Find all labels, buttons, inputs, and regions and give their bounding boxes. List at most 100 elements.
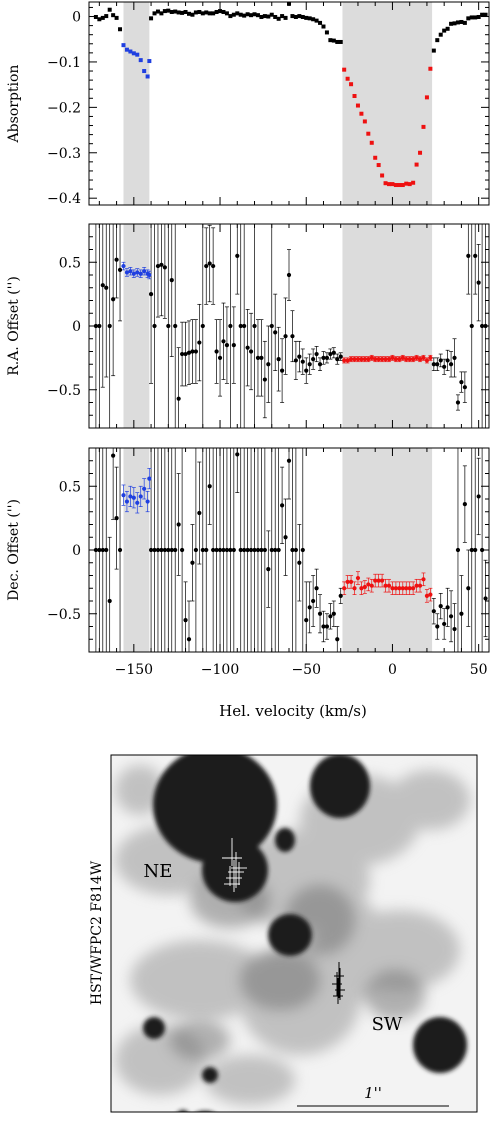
- data-point: [455, 20, 460, 25]
- data-point: [400, 586, 405, 591]
- data-point: [283, 535, 288, 540]
- data-point: [128, 49, 133, 54]
- data-point: [224, 343, 230, 348]
- data-point: [104, 285, 109, 290]
- data-point: [300, 14, 305, 19]
- shaded-region: [342, 224, 433, 428]
- data-point: [469, 323, 474, 329]
- data-point: [404, 357, 409, 362]
- data-point: [114, 15, 119, 20]
- data-point: [231, 343, 236, 348]
- data-point: [445, 26, 450, 31]
- data-point: [452, 355, 457, 360]
- data-point: [100, 547, 105, 553]
- ra-offset-panel: 0.5 0 −0.5 R.A. Offset (''): [6, 223, 490, 429]
- data-point: [235, 452, 240, 457]
- ne-position-crosses: [222, 838, 247, 892]
- data-point: [369, 355, 374, 360]
- data-point: [411, 357, 416, 362]
- data-point: [383, 357, 388, 362]
- data-point: [252, 547, 257, 553]
- data-point: [393, 183, 398, 188]
- data-point: [121, 263, 126, 269]
- data-point: [269, 12, 274, 17]
- data-point: [304, 618, 309, 623]
- data-point: [421, 577, 426, 582]
- data-point: [152, 323, 157, 329]
- data-point: [390, 586, 395, 591]
- data-point: [459, 611, 464, 616]
- ne-label: NE: [144, 861, 173, 882]
- data-point: [180, 351, 185, 357]
- data-point: [328, 351, 333, 357]
- data-point: [211, 263, 216, 269]
- data-point: [221, 547, 226, 553]
- data-point: [238, 547, 243, 553]
- data-point: [452, 21, 457, 26]
- data-point: [183, 9, 188, 14]
- y-tick-label: 0: [72, 319, 81, 335]
- data-point: [176, 10, 181, 15]
- data-point: [183, 351, 188, 357]
- scale-label: 1'': [364, 1084, 382, 1102]
- data-point: [483, 596, 488, 601]
- data-point: [193, 349, 198, 354]
- data-point: [204, 10, 209, 15]
- data-point: [97, 17, 102, 22]
- data-point: [473, 253, 478, 258]
- data-point: [155, 263, 161, 269]
- shaded-region: [123, 2, 150, 205]
- data-point: [276, 547, 281, 553]
- data-point: [228, 323, 233, 329]
- data-point: [148, 292, 154, 297]
- y-tick-label: 0.5: [59, 255, 81, 271]
- data-point: [342, 67, 347, 72]
- data-point: [152, 547, 157, 553]
- data-point: [114, 257, 119, 262]
- data-point: [211, 547, 216, 553]
- data-point: [214, 349, 219, 354]
- data-point: [169, 9, 174, 14]
- data-point: [293, 547, 298, 553]
- data-point: [255, 355, 261, 360]
- data-point: [317, 362, 323, 367]
- data-point: [228, 547, 233, 553]
- data-point: [331, 350, 336, 355]
- data-point: [197, 340, 202, 345]
- data-point: [349, 82, 354, 87]
- data-point: [469, 15, 474, 20]
- sw-label: SW: [372, 1014, 403, 1035]
- data-point: [280, 14, 285, 19]
- data-point: [273, 547, 278, 553]
- data-point: [131, 271, 136, 276]
- data-point: [321, 624, 326, 629]
- data-point: [197, 9, 202, 14]
- data-point: [259, 355, 264, 360]
- instrument-label: HST/WFPC2 F814W: [89, 860, 105, 1005]
- data-point: [255, 547, 261, 553]
- data-point: [235, 253, 240, 258]
- data-point: [421, 355, 426, 360]
- shaded-region: [342, 448, 433, 652]
- data-point: [145, 499, 150, 504]
- data-point: [138, 271, 143, 276]
- data-point: [321, 355, 326, 360]
- data-point: [428, 66, 433, 71]
- data-point: [190, 560, 195, 565]
- data-point: [121, 493, 126, 498]
- data-point: [214, 547, 219, 553]
- data-point: [190, 12, 195, 17]
- data-point: [307, 605, 312, 610]
- data-point: [111, 297, 116, 302]
- data-point: [297, 14, 302, 19]
- data-point: [373, 357, 378, 362]
- x-tick-label: 50: [470, 662, 488, 678]
- data-point: [100, 15, 105, 20]
- hst-image-panel: NE SW 1'' HST/WFPC2 F814W: [89, 754, 478, 1113]
- data-point: [442, 364, 447, 369]
- data-point: [404, 181, 409, 186]
- data-point: [369, 140, 374, 145]
- data-point: [473, 547, 478, 553]
- data-point: [424, 358, 430, 363]
